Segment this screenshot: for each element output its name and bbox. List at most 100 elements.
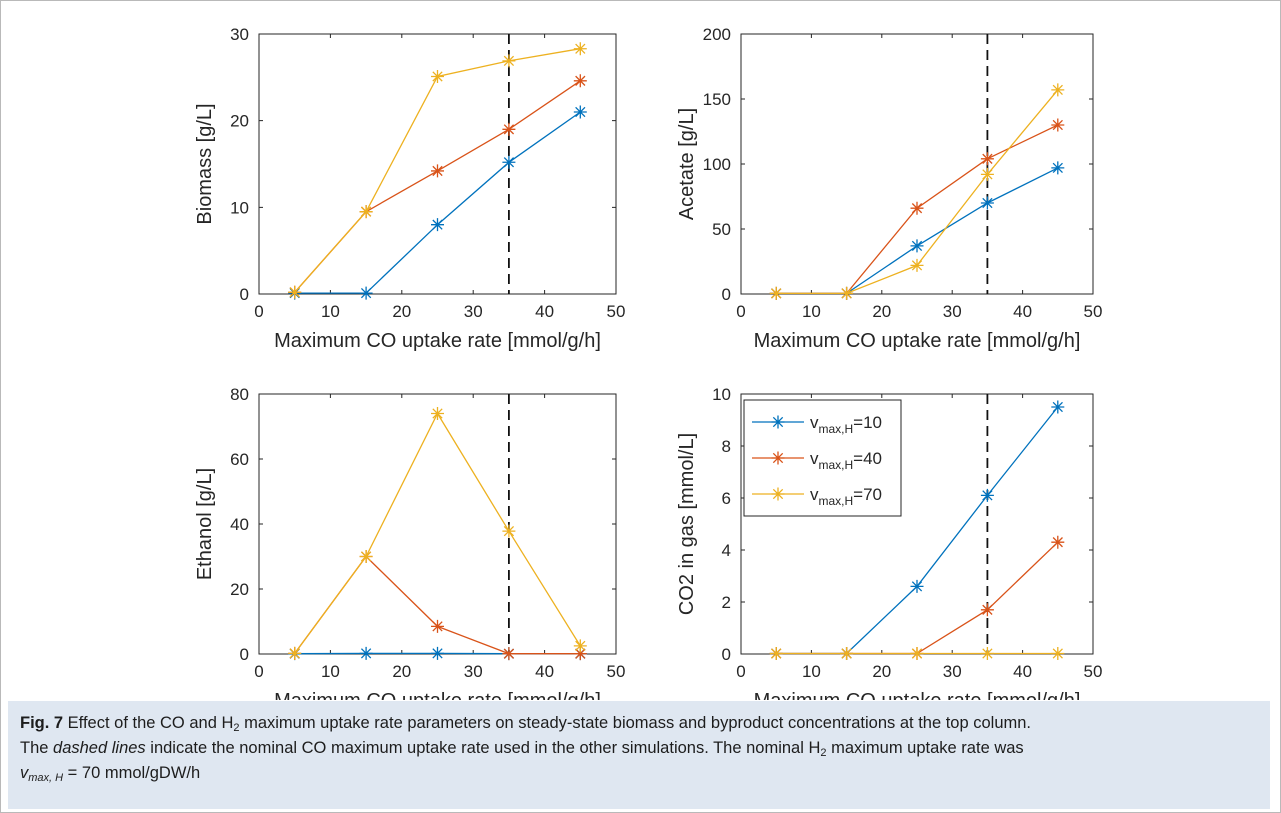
top-right-axes-box — [740, 33, 1094, 295]
top-right-y-axis-label: Acetate [g/L] — [676, 108, 698, 220]
bottom-right-y-axis-label: CO2 in gas [mmol/L] — [676, 433, 698, 615]
top-left-series-line-0 — [294, 111, 581, 294]
top-right-series-2-point — [1051, 83, 1065, 97]
caption-text-2a: The — [20, 739, 54, 757]
bottom-left-axes-box — [258, 393, 617, 655]
top-right-series-0-point — [910, 239, 924, 253]
top-right-series-0-point — [980, 196, 994, 210]
top-left-series-2-point — [431, 69, 444, 83]
bottom-right-series-1-point — [1051, 535, 1065, 549]
top-left-series-1-point — [502, 122, 516, 136]
top-left-xtick-label: 40 — [535, 302, 554, 321]
bottom-right-series-0-point — [910, 579, 924, 593]
top-left-series-1-point — [573, 74, 587, 88]
caption-symbol-subscript: max, H — [28, 772, 64, 784]
top-right-ytick-label: 150 — [703, 90, 731, 109]
bottom-left-ytick-label: 80 — [230, 385, 249, 404]
top-left-series-1-point — [431, 164, 444, 178]
top-left-ytick-label: 30 — [230, 25, 249, 44]
bottom-right-series-line-1 — [776, 541, 1059, 655]
bottom-left-series-2-point — [288, 646, 302, 660]
top-left-ytick-label: 0 — [240, 285, 249, 304]
top-left-series-2-point — [502, 54, 516, 68]
bottom-right-xtick-label: 10 — [802, 662, 821, 681]
caption-dashed-lines-term: dashed lines — [53, 739, 146, 757]
bottom-left-series-2-point — [359, 550, 373, 563]
caption-subscript-1: 2 — [233, 722, 240, 734]
top-left-chart: 0 10 20 30 40 50 0 10 20 30 Maximum CO uptake rate… — [194, 25, 625, 352]
bottom-right-legend-entry: vmax,H=70 — [810, 485, 882, 508]
bottom-right-legend-swatch-marker — [771, 451, 785, 465]
bottom-right-legend-swatch-marker — [771, 415, 785, 429]
top-right-ytick-label: 100 — [703, 155, 731, 174]
caption-figure-label: Fig. 7 — [20, 714, 64, 732]
top-right-series-1-point — [980, 152, 994, 166]
bottom-right-ytick-label: 2 — [722, 593, 731, 612]
bottom-left-series-0-point — [431, 646, 444, 660]
caption-symbol-v: v — [20, 764, 29, 782]
top-left-series-0-point — [431, 218, 444, 232]
top-left-axes-box — [258, 33, 617, 295]
top-right-xtick-label: 20 — [872, 302, 891, 321]
top-right-series-2-point — [980, 167, 994, 181]
bottom-right-ytick-label: 0 — [722, 645, 731, 664]
top-left-y-axis-label: Biomass [g/L] — [194, 103, 216, 224]
bottom-right-x-axis-label: Maximum CO uptake rate [mmol/g/h] — [754, 690, 1081, 700]
caption-text-1b: maximum uptake rate parameters on steady… — [239, 714, 1032, 732]
top-left-xtick-label: 30 — [464, 302, 483, 321]
caption-text-1a: Effect of the CO and H — [63, 714, 234, 732]
top-right-series-1-point — [910, 201, 924, 215]
bottom-right-series-2-point — [769, 646, 783, 660]
caption-text-3: = 70 mmol/gDW/h — [63, 764, 201, 782]
bottom-left-series-1-point — [573, 647, 587, 661]
top-left-xtick-label: 10 — [321, 302, 340, 321]
top-right-ytick-label: 50 — [712, 220, 731, 239]
bottom-right-series-0-point — [980, 488, 994, 502]
top-left-xtick-label: 20 — [392, 302, 411, 321]
top-left-series-2-point — [288, 285, 302, 299]
bottom-right-xtick-label: 40 — [1013, 662, 1032, 681]
bottom-right-series-2-point — [980, 646, 994, 660]
bottom-left-xtick-label: 50 — [607, 662, 626, 681]
top-right-series-line-0 — [776, 167, 1059, 295]
bottom-left-y-axis-label: Ethanol [g/L] — [194, 468, 216, 580]
bottom-right-series-2-point — [840, 646, 854, 660]
bottom-left-ytick-label: 20 — [230, 580, 249, 599]
bottom-left-series-line-1 — [294, 555, 581, 655]
caption-text-2c: maximum uptake rate was — [826, 739, 1024, 757]
bottom-right-xtick-label: 30 — [943, 662, 962, 681]
top-left-xtick-label: 0 — [254, 302, 263, 321]
bottom-left-xtick-label: 0 — [254, 662, 263, 681]
bottom-left-ytick-label: 60 — [230, 450, 249, 469]
top-left-ytick-label: 10 — [230, 198, 249, 217]
bottom-right-series-2-point — [1051, 646, 1065, 660]
bottom-right-ytick-label: 10 — [712, 385, 731, 404]
bottom-left-ytick-label: 0 — [240, 645, 249, 664]
bottom-right-series-0-point — [1051, 400, 1065, 414]
top-left-xtick-label: 50 — [607, 302, 626, 321]
top-right-series-2-point — [769, 286, 783, 300]
bottom-left-series-0-point — [359, 646, 373, 660]
top-right-ytick-label: 200 — [703, 25, 731, 44]
top-left-series-2-point — [573, 42, 587, 56]
bottom-right-ytick-label: 6 — [722, 489, 731, 508]
bottom-left-xtick-label: 20 — [392, 662, 411, 681]
bottom-left-xtick-label: 40 — [535, 662, 554, 681]
top-right-series-1-point — [1051, 118, 1065, 132]
figure-caption: Fig. 7 Effect of the CO and H2 maximum u… — [8, 701, 1270, 809]
bottom-right-ytick-label: 8 — [722, 437, 731, 456]
bottom-left-series-1-point — [502, 647, 516, 661]
bottom-right-legend-entry: vmax,H=40 — [810, 449, 882, 472]
top-right-series-2-point — [840, 286, 854, 300]
bottom-right-xtick-label: 50 — [1084, 662, 1103, 681]
bottom-left-series-2-point — [431, 407, 444, 420]
bottom-left-series-line-2 — [294, 412, 581, 654]
top-right-ytick-label: 0 — [722, 285, 731, 304]
top-left-series-0-point — [359, 286, 373, 300]
top-left-x-axis-label: Maximum CO uptake rate [mmol/g/h] — [274, 330, 601, 352]
bottom-right-chart: 0 10 20 30 40 50 0 2 4 6 8 10 Maximum CO uptake rate… — [676, 385, 1102, 700]
top-right-xtick-label: 0 — [736, 302, 745, 321]
top-left-series-line-1 — [294, 80, 581, 293]
